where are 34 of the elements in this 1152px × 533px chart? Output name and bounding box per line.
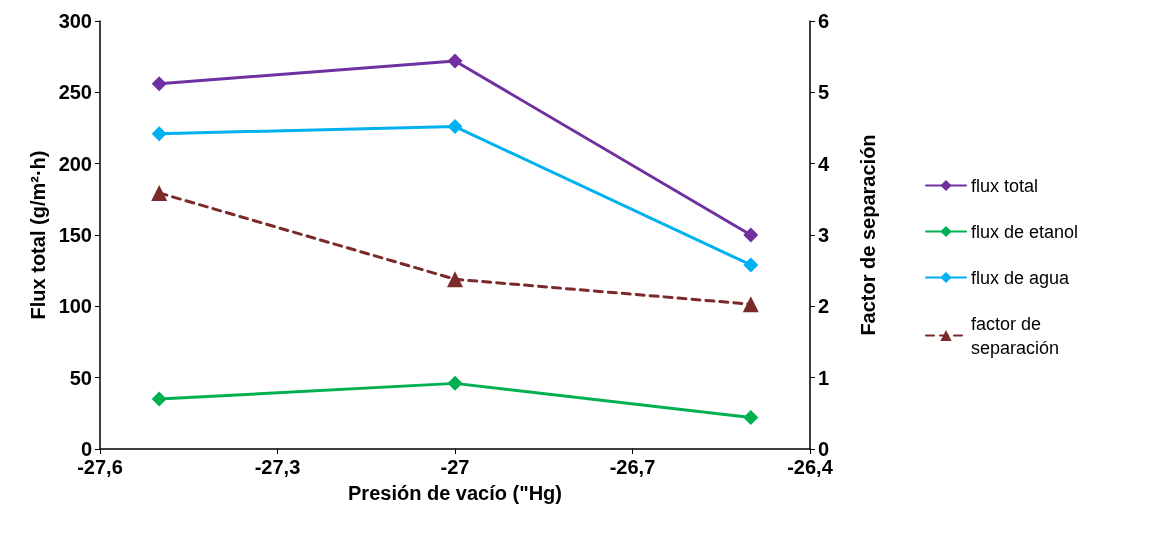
y-tick-label: 150 — [58, 224, 92, 246]
x-tick-label: -27,3 — [254, 456, 301, 478]
y2-tick-label: 2 — [818, 295, 830, 318]
y-tick-label: 100 — [58, 295, 92, 318]
y2-tick-label: 4 — [818, 152, 830, 175]
point — [151, 126, 167, 142]
legend-label: flux total — [971, 175, 1039, 196]
y2-tick-label: 5 — [818, 81, 830, 104]
y2-tick-label: 6 — [818, 10, 830, 32]
point — [743, 257, 759, 273]
y2-tick-label: 3 — [818, 224, 830, 246]
y-axis-title: Flux total (g/m²·h) — [26, 150, 49, 320]
point — [447, 53, 463, 69]
point — [151, 184, 168, 201]
point — [447, 119, 463, 135]
y-tick-label: 300 — [58, 10, 92, 32]
legend-label: flux de etanol — [971, 221, 1079, 242]
point — [447, 375, 463, 391]
x-axis-title: Presión de vacío ("Hg) — [348, 482, 562, 504]
legend-label: factor de separación — [971, 313, 1060, 358]
x-tick-label: -27 — [440, 456, 470, 478]
y-tick-label: 200 — [58, 152, 92, 175]
x-tick-label: -26,7 — [609, 456, 656, 478]
point — [742, 296, 759, 313]
y2-axis-title: Factor de separación — [857, 134, 879, 336]
point — [151, 391, 167, 407]
point — [447, 271, 463, 288]
legend-label: flux de agua — [971, 267, 1071, 288]
y-tick-label: 50 — [69, 366, 92, 389]
point — [151, 76, 167, 92]
y-tick-label: 250 — [58, 81, 92, 104]
point — [743, 410, 759, 426]
y2-tick-label: 1 — [818, 366, 830, 389]
point — [743, 227, 759, 243]
